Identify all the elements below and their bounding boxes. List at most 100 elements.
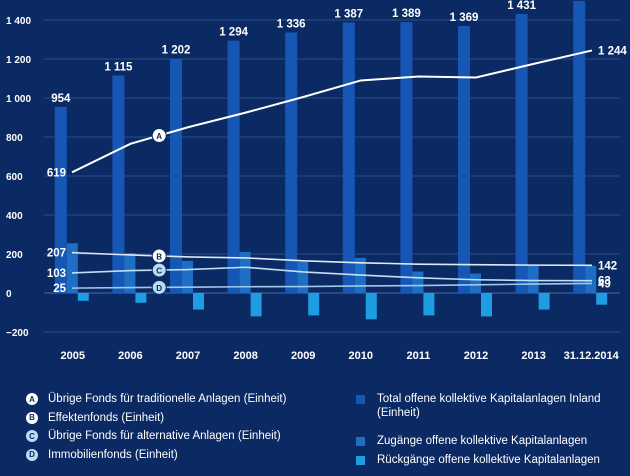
x-tick-label: 2005 xyxy=(61,350,85,362)
y-tick-label: 1 000 xyxy=(6,94,31,105)
line-end-label: 142 xyxy=(598,260,617,272)
bar-total-label: 1 202 xyxy=(162,45,191,57)
x-tick-label: 2012 xyxy=(464,350,488,362)
line-d xyxy=(71,282,593,289)
line-start-label: 619 xyxy=(47,167,66,179)
line-end-label: 49 xyxy=(598,278,611,290)
y-tick-label: 400 xyxy=(6,211,23,222)
swatch-zugaenge-icon xyxy=(356,437,365,446)
x-tick-label: 2009 xyxy=(291,350,315,362)
x-tick-label: 2013 xyxy=(521,350,545,362)
bar-zugaenge xyxy=(527,265,539,293)
bar-rueckgaenge xyxy=(596,293,608,305)
legend-item-a: A Übrige Fonds für traditionelle Anlagen… xyxy=(26,392,356,411)
badge-d-icon: D xyxy=(26,448,38,461)
legend-label-a: Übrige Fonds für traditionelle Anlagen (… xyxy=(48,393,287,405)
legend-label-d: Immobilienfonds (Einheit) xyxy=(48,448,178,461)
line-end-label: 1 244 xyxy=(598,45,627,57)
line-start-label: 207 xyxy=(47,248,66,260)
legend-item-zugaenge: Zugänge offene kollektive Kapitalanlagen xyxy=(356,434,630,453)
bar-zugaenge xyxy=(124,253,136,293)
bar-total xyxy=(112,75,125,293)
bar-rueckgaenge xyxy=(538,293,550,310)
badge-d-icon xyxy=(151,279,167,295)
legend-label-zugaenge: Zugänge offene kollektive Kapitalanlagen xyxy=(377,435,588,447)
badge-c-icon xyxy=(151,262,167,278)
y-tick-label: −200 xyxy=(6,328,29,339)
bar-rueckgaenge xyxy=(135,293,147,303)
badge-b-icon: B xyxy=(26,411,38,424)
badge-a-icon xyxy=(151,128,167,144)
bar-total xyxy=(227,40,240,293)
bar-rueckgaenge xyxy=(250,293,262,317)
legend-item-b: B Effektenfonds (Einheit) xyxy=(26,411,356,430)
bar-total-label: 1 336 xyxy=(277,18,306,30)
legend-lines: A Übrige Fonds für traditionelle Anlagen… xyxy=(26,392,356,466)
legend-item-c: C Übrige Fonds für alternative Anlagen (… xyxy=(26,429,356,448)
bar-zugaenge xyxy=(182,260,193,293)
y-tick-label: 800 xyxy=(6,133,23,144)
bar-rueckgaenge xyxy=(365,293,377,320)
badge-letter: D xyxy=(156,284,162,293)
y-tick-label: 1 400 xyxy=(6,16,31,27)
bar-total-label: 1 369 xyxy=(450,12,479,24)
bar-total xyxy=(458,26,470,293)
bar-total-label: 1 387 xyxy=(334,9,363,21)
bar-zugaenge xyxy=(297,261,309,293)
y-tick-label: 0 xyxy=(6,289,12,300)
y-tick-label: 600 xyxy=(6,172,23,183)
badge-a-icon: A xyxy=(26,393,38,405)
x-tick-label: 2008 xyxy=(233,350,257,362)
bar-total-label: 1 115 xyxy=(104,62,133,74)
x-tick-label: 2007 xyxy=(176,350,200,362)
badge-c-icon: C xyxy=(26,430,38,442)
x-tick-label: 31.12.2014 xyxy=(564,350,620,362)
swatch-total-icon xyxy=(356,395,365,404)
bar-total xyxy=(573,0,586,293)
legend-item-d: D Immobilienfonds (Einheit) xyxy=(26,448,356,467)
swatch-rueckgaenge-icon xyxy=(356,455,365,465)
line-end-label: 63 xyxy=(598,276,611,288)
badge-letter: B xyxy=(156,252,162,261)
bar-total-label: 1 389 xyxy=(392,8,421,20)
legend-label-total: Total offene kollektive Kapitalanlagen I… xyxy=(377,393,601,419)
bar-zugaenge xyxy=(585,265,597,293)
bar-total xyxy=(285,32,298,293)
bar-rueckgaenge xyxy=(77,293,89,301)
badge-letter: A xyxy=(156,132,162,141)
y-tick-label: 1 200 xyxy=(6,55,31,66)
bar-total xyxy=(342,22,355,293)
legend-label-c: Übrige Fonds für alternative Anlagen (Ei… xyxy=(48,430,281,442)
legend-label-rueckgaenge: Rückgänge offene kollektive Kapitalanlag… xyxy=(377,453,600,466)
line-start-label: 103 xyxy=(47,268,66,280)
line-a xyxy=(71,49,593,174)
bar-total xyxy=(400,22,413,294)
bar-total xyxy=(170,58,182,293)
badge-letter: C xyxy=(156,267,162,276)
bar-rueckgaenge xyxy=(481,293,492,317)
y-tick-label: 200 xyxy=(6,250,23,261)
bar-rueckgaenge xyxy=(308,293,320,316)
x-tick-label: 2006 xyxy=(118,350,142,362)
bar-total xyxy=(54,106,67,293)
legend-item-rueckgaenge: Rückgänge offene kollektive Kapitalanlag… xyxy=(356,453,630,472)
line-start-label: 25 xyxy=(53,283,66,295)
legend-label-b: Effektenfonds (Einheit) xyxy=(48,411,165,424)
bar-zugaenge xyxy=(412,271,424,293)
bar-total-label: 954 xyxy=(51,93,71,105)
bar-zugaenge xyxy=(470,273,481,293)
x-tick-label: 2011 xyxy=(406,350,430,362)
bar-total-label: 1 294 xyxy=(219,27,248,39)
chart-svg: −200 0 200 400 600 800 1 000 1 200 1 400 954 2005 1… xyxy=(6,0,627,362)
bar-total-label: 1 431 xyxy=(507,0,536,12)
line-c xyxy=(71,266,593,282)
bar-rueckgaenge xyxy=(193,293,204,310)
bar-rueckgaenge xyxy=(423,293,435,316)
bar-zugaenge xyxy=(239,252,251,293)
line-b xyxy=(71,251,593,267)
x-tick-label: 2010 xyxy=(349,350,373,362)
bar-total xyxy=(515,13,528,294)
legend-item-total: Total offene kollektive Kapitalanlagen I… xyxy=(356,392,630,420)
legend-bars: Total offene kollektive Kapitalanlagen I… xyxy=(356,392,630,471)
